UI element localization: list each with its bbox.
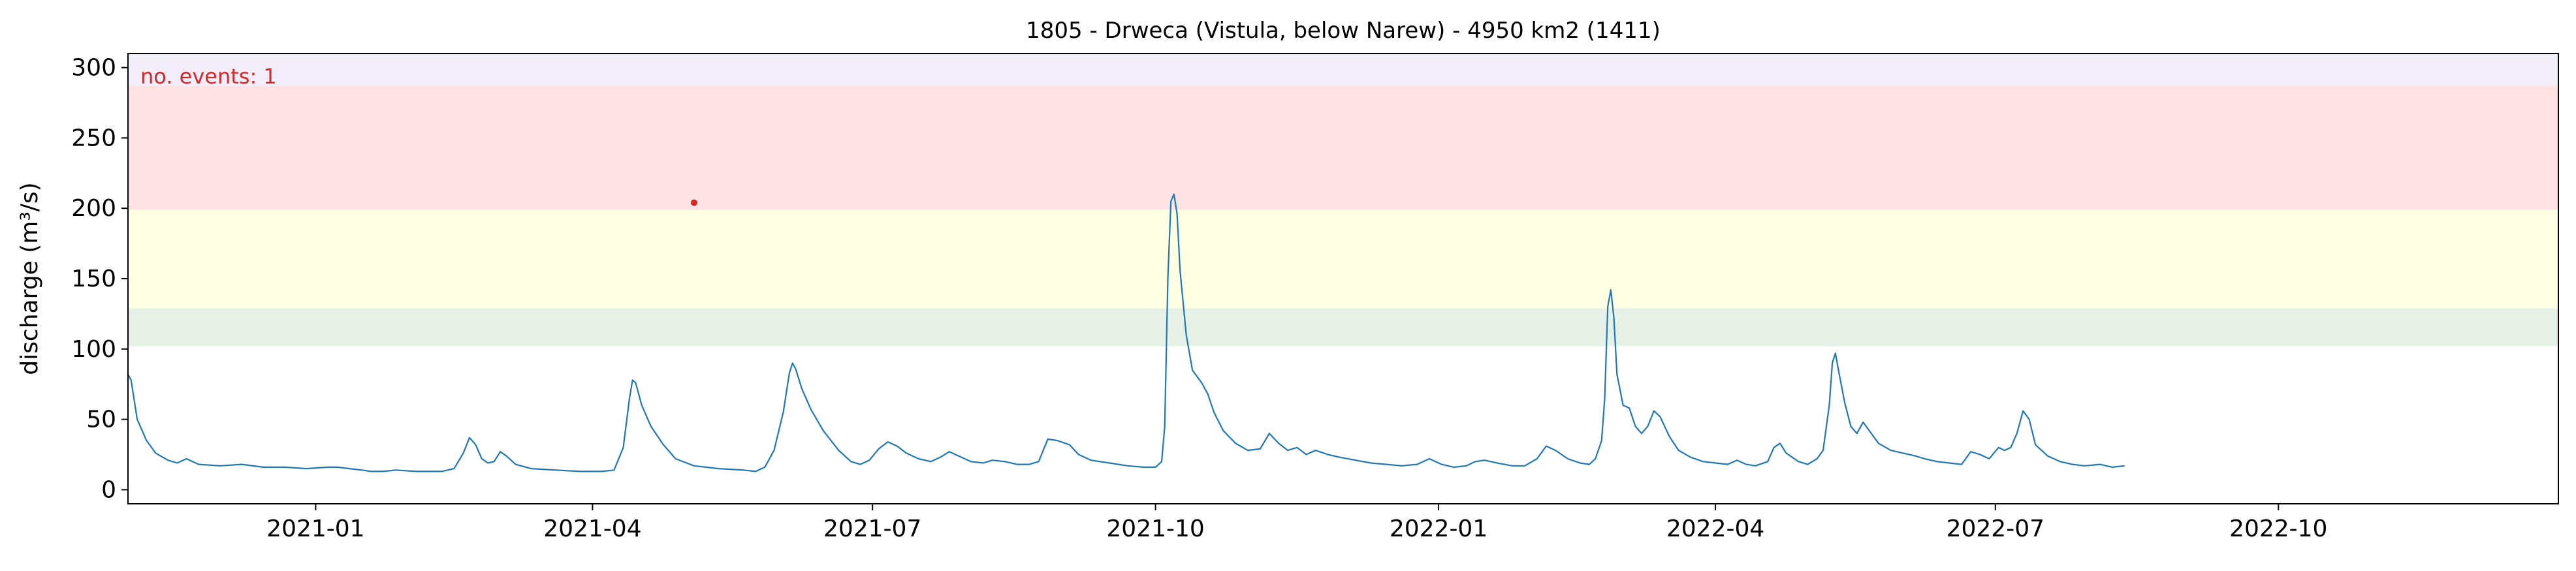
y-tick-label: 250 — [71, 125, 116, 151]
x-tick-label: 2021-01 — [266, 516, 364, 542]
y-tick-label: 0 — [101, 476, 116, 503]
y-axis: 0 50 100 150 200 250 300 — [71, 55, 128, 503]
events-layer — [690, 199, 697, 206]
threshold-band-0 — [128, 308, 2558, 347]
y-tick-label: 200 — [71, 195, 116, 222]
x-tick-label: 2021-10 — [1106, 516, 1204, 542]
x-tick-label: 2021-07 — [823, 516, 921, 542]
y-tick-label: 150 — [71, 266, 116, 292]
event-count-annotation: no. events: 1 — [140, 64, 277, 89]
y-tick-label: 50 — [86, 407, 116, 433]
threshold-band-3 — [128, 54, 2558, 86]
x-tick-label: 2021-04 — [543, 516, 641, 542]
x-tick-label: 2022-07 — [1947, 516, 2044, 542]
x-tick-label: 2022-04 — [1666, 516, 1764, 542]
x-tick-label: 2022-01 — [1390, 516, 1487, 542]
x-tick-label: 2022-10 — [2229, 516, 2327, 542]
threshold-band-2 — [128, 85, 2558, 210]
event-marker-0 — [690, 199, 697, 206]
discharge-series-line — [127, 193, 2125, 472]
y-axis-label: discharge (m³/s) — [16, 182, 43, 375]
threshold-band-1 — [128, 209, 2558, 309]
chart-title: 1805 - Drweca (Vistula, below Narew) - 4… — [1026, 18, 1661, 44]
x-axis: 2021-01 2021-04 2021-07 2021-10 2022-01 2022-… — [266, 504, 2327, 542]
threshold-bands — [128, 54, 2558, 347]
series-layer — [127, 193, 2125, 472]
y-tick-label: 300 — [71, 55, 116, 82]
y-tick-label: 100 — [71, 336, 116, 363]
